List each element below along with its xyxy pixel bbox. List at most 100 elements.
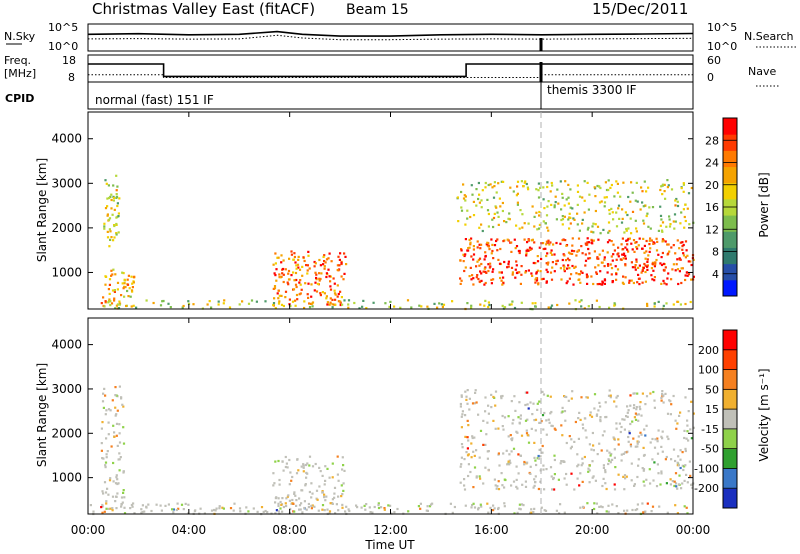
echo-cell bbox=[460, 463, 463, 466]
echo-cell bbox=[538, 246, 541, 249]
echo-cell bbox=[176, 502, 179, 505]
echo-cell bbox=[493, 478, 496, 481]
echo-cell bbox=[587, 257, 590, 260]
echo-cell bbox=[656, 463, 659, 466]
echo-cell bbox=[576, 212, 579, 215]
echo-cell bbox=[542, 242, 545, 245]
echo-cell bbox=[547, 239, 550, 242]
echo-cell bbox=[109, 477, 112, 480]
echo-cell bbox=[572, 217, 575, 220]
echo-cell bbox=[513, 238, 516, 241]
echo-cell bbox=[507, 262, 510, 265]
echo-cell bbox=[464, 199, 467, 202]
echo-cell bbox=[674, 199, 677, 202]
echo-cell bbox=[278, 478, 281, 482]
echo-cell bbox=[578, 278, 581, 281]
echo-cell bbox=[373, 505, 376, 509]
echo-cell bbox=[104, 179, 107, 182]
echo-cell bbox=[323, 292, 326, 295]
echo-cell bbox=[339, 301, 342, 304]
echo-cell bbox=[603, 256, 606, 259]
noise-left-label: N.Sky bbox=[4, 30, 36, 43]
echo-cell bbox=[456, 196, 459, 199]
echo-cell bbox=[502, 428, 505, 431]
echo-cell bbox=[666, 186, 669, 189]
echo-cell bbox=[545, 433, 548, 436]
echo-cell bbox=[626, 405, 629, 408]
echo-cell bbox=[510, 450, 513, 453]
echo-cell bbox=[502, 452, 505, 455]
echo-cell bbox=[301, 489, 304, 492]
echo-cell bbox=[545, 243, 548, 246]
echo-cell bbox=[470, 237, 473, 240]
echo-cell bbox=[595, 414, 598, 417]
echo-cell bbox=[526, 186, 529, 189]
echo-cell bbox=[337, 300, 340, 303]
echo-cell bbox=[222, 507, 225, 510]
echo-cell bbox=[100, 427, 103, 430]
echo-cell bbox=[337, 509, 340, 512]
echo-cell bbox=[576, 190, 580, 193]
echo-cell bbox=[113, 236, 116, 239]
echo-cell bbox=[276, 292, 279, 295]
echo-cell bbox=[607, 462, 610, 466]
echo-cell bbox=[109, 304, 112, 307]
echo-cell bbox=[619, 258, 622, 261]
echo-cell bbox=[579, 506, 582, 509]
echo-cell bbox=[510, 400, 513, 403]
echo-cell bbox=[518, 507, 521, 510]
echo-cell bbox=[490, 278, 493, 281]
colorbar-band bbox=[723, 182, 737, 200]
echo-cell bbox=[475, 276, 478, 279]
echo-cell bbox=[238, 303, 241, 306]
echo-cell bbox=[516, 180, 520, 183]
echo-cell bbox=[636, 445, 639, 448]
echo-cell bbox=[595, 272, 598, 275]
colorbar-tick-label: 28 bbox=[705, 134, 719, 147]
echo-cell bbox=[372, 301, 375, 304]
echo-cell bbox=[552, 477, 555, 481]
echo-cell bbox=[287, 283, 290, 286]
echo-cell bbox=[530, 272, 533, 275]
echo-cell bbox=[677, 455, 680, 458]
echo-cell bbox=[563, 511, 566, 514]
echo-cell bbox=[321, 474, 324, 477]
echo-cell bbox=[579, 472, 582, 475]
echo-cell bbox=[181, 306, 184, 309]
echo-cell bbox=[646, 212, 649, 215]
echo-cell bbox=[631, 420, 634, 423]
echo-cell bbox=[682, 468, 685, 472]
echo-cell bbox=[306, 293, 309, 296]
echo-cell bbox=[298, 504, 302, 507]
echo-cell bbox=[625, 227, 628, 231]
velocity-y-label: Slant Range [km] bbox=[35, 363, 49, 467]
echo-cell bbox=[492, 257, 495, 260]
echo-cell bbox=[306, 264, 309, 267]
echo-cell bbox=[581, 462, 584, 465]
echo-cell bbox=[113, 208, 116, 211]
echo-cell bbox=[597, 264, 600, 267]
echo-cell bbox=[674, 504, 677, 507]
echo-cell bbox=[613, 249, 616, 252]
echo-cell bbox=[302, 463, 305, 466]
echo-cell bbox=[621, 253, 624, 256]
echo-cell bbox=[642, 511, 645, 514]
echo-cell bbox=[474, 389, 477, 392]
echo-cell bbox=[595, 299, 598, 302]
echo-cell bbox=[553, 206, 556, 209]
echo-cell bbox=[639, 401, 642, 404]
echo-cell bbox=[662, 279, 665, 282]
y-tick-label: 4000 bbox=[51, 132, 82, 146]
echo-cell bbox=[682, 182, 685, 185]
echo-cell bbox=[492, 509, 495, 512]
echo-cell bbox=[586, 241, 589, 244]
echo-cell bbox=[613, 400, 616, 403]
echo-cell bbox=[420, 305, 423, 308]
echo-cell bbox=[215, 507, 218, 510]
echo-cell bbox=[565, 441, 568, 445]
echo-cell bbox=[578, 273, 581, 276]
echo-cell bbox=[585, 436, 588, 439]
echo-cell bbox=[275, 279, 278, 282]
echo-cell bbox=[333, 282, 336, 285]
echo-cell bbox=[668, 218, 671, 221]
